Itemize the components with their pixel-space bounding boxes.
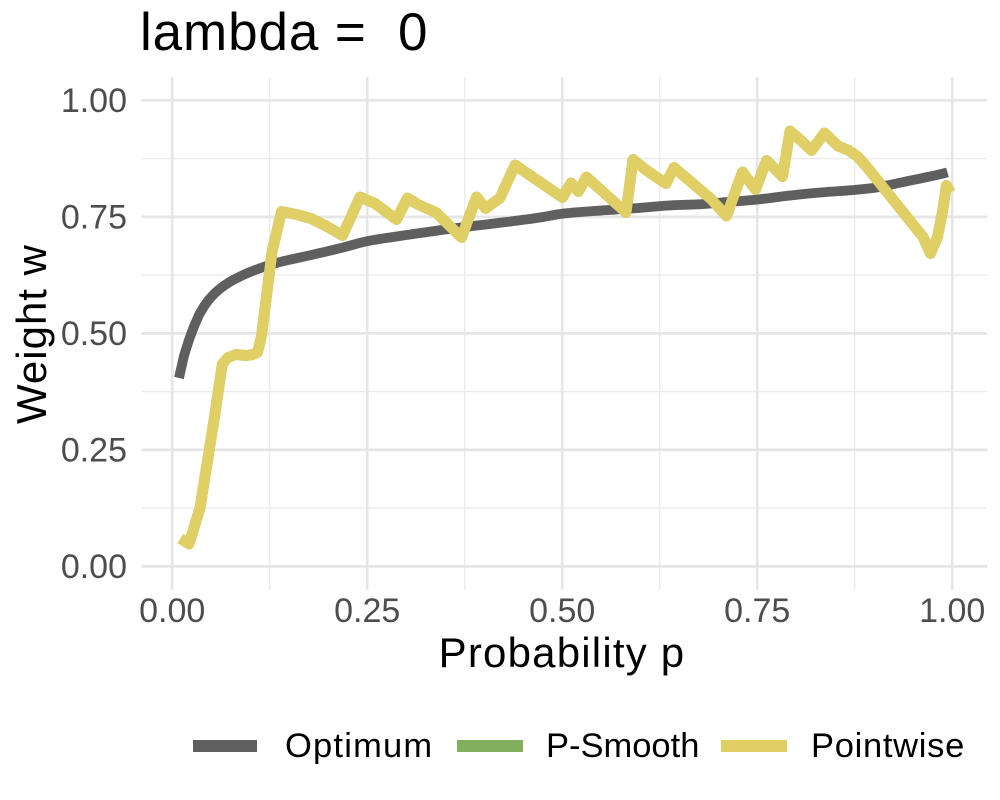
svg-text:0.50: 0.50 [61, 315, 127, 353]
svg-text:Optimum: Optimum [285, 727, 433, 765]
svg-text:0.75: 0.75 [724, 592, 790, 630]
svg-text:1.00: 1.00 [919, 592, 985, 630]
svg-text:0.25: 0.25 [61, 432, 127, 470]
svg-text:0.75: 0.75 [61, 199, 127, 237]
svg-text:0.25: 0.25 [334, 592, 400, 630]
svg-text:Pointwise: Pointwise [811, 727, 965, 765]
svg-text:P-Smooth: P-Smooth [546, 727, 699, 765]
svg-text:0.00: 0.00 [139, 592, 205, 630]
svg-text:1.00: 1.00 [61, 82, 127, 120]
svg-text:lambda = 0: lambda = 0 [140, 3, 428, 62]
svg-text:0.00: 0.00 [61, 548, 127, 586]
svg-text:Weight w: Weight w [8, 244, 55, 424]
svg-text:Probability p: Probability p [439, 629, 686, 676]
svg-text:0.50: 0.50 [529, 592, 595, 630]
